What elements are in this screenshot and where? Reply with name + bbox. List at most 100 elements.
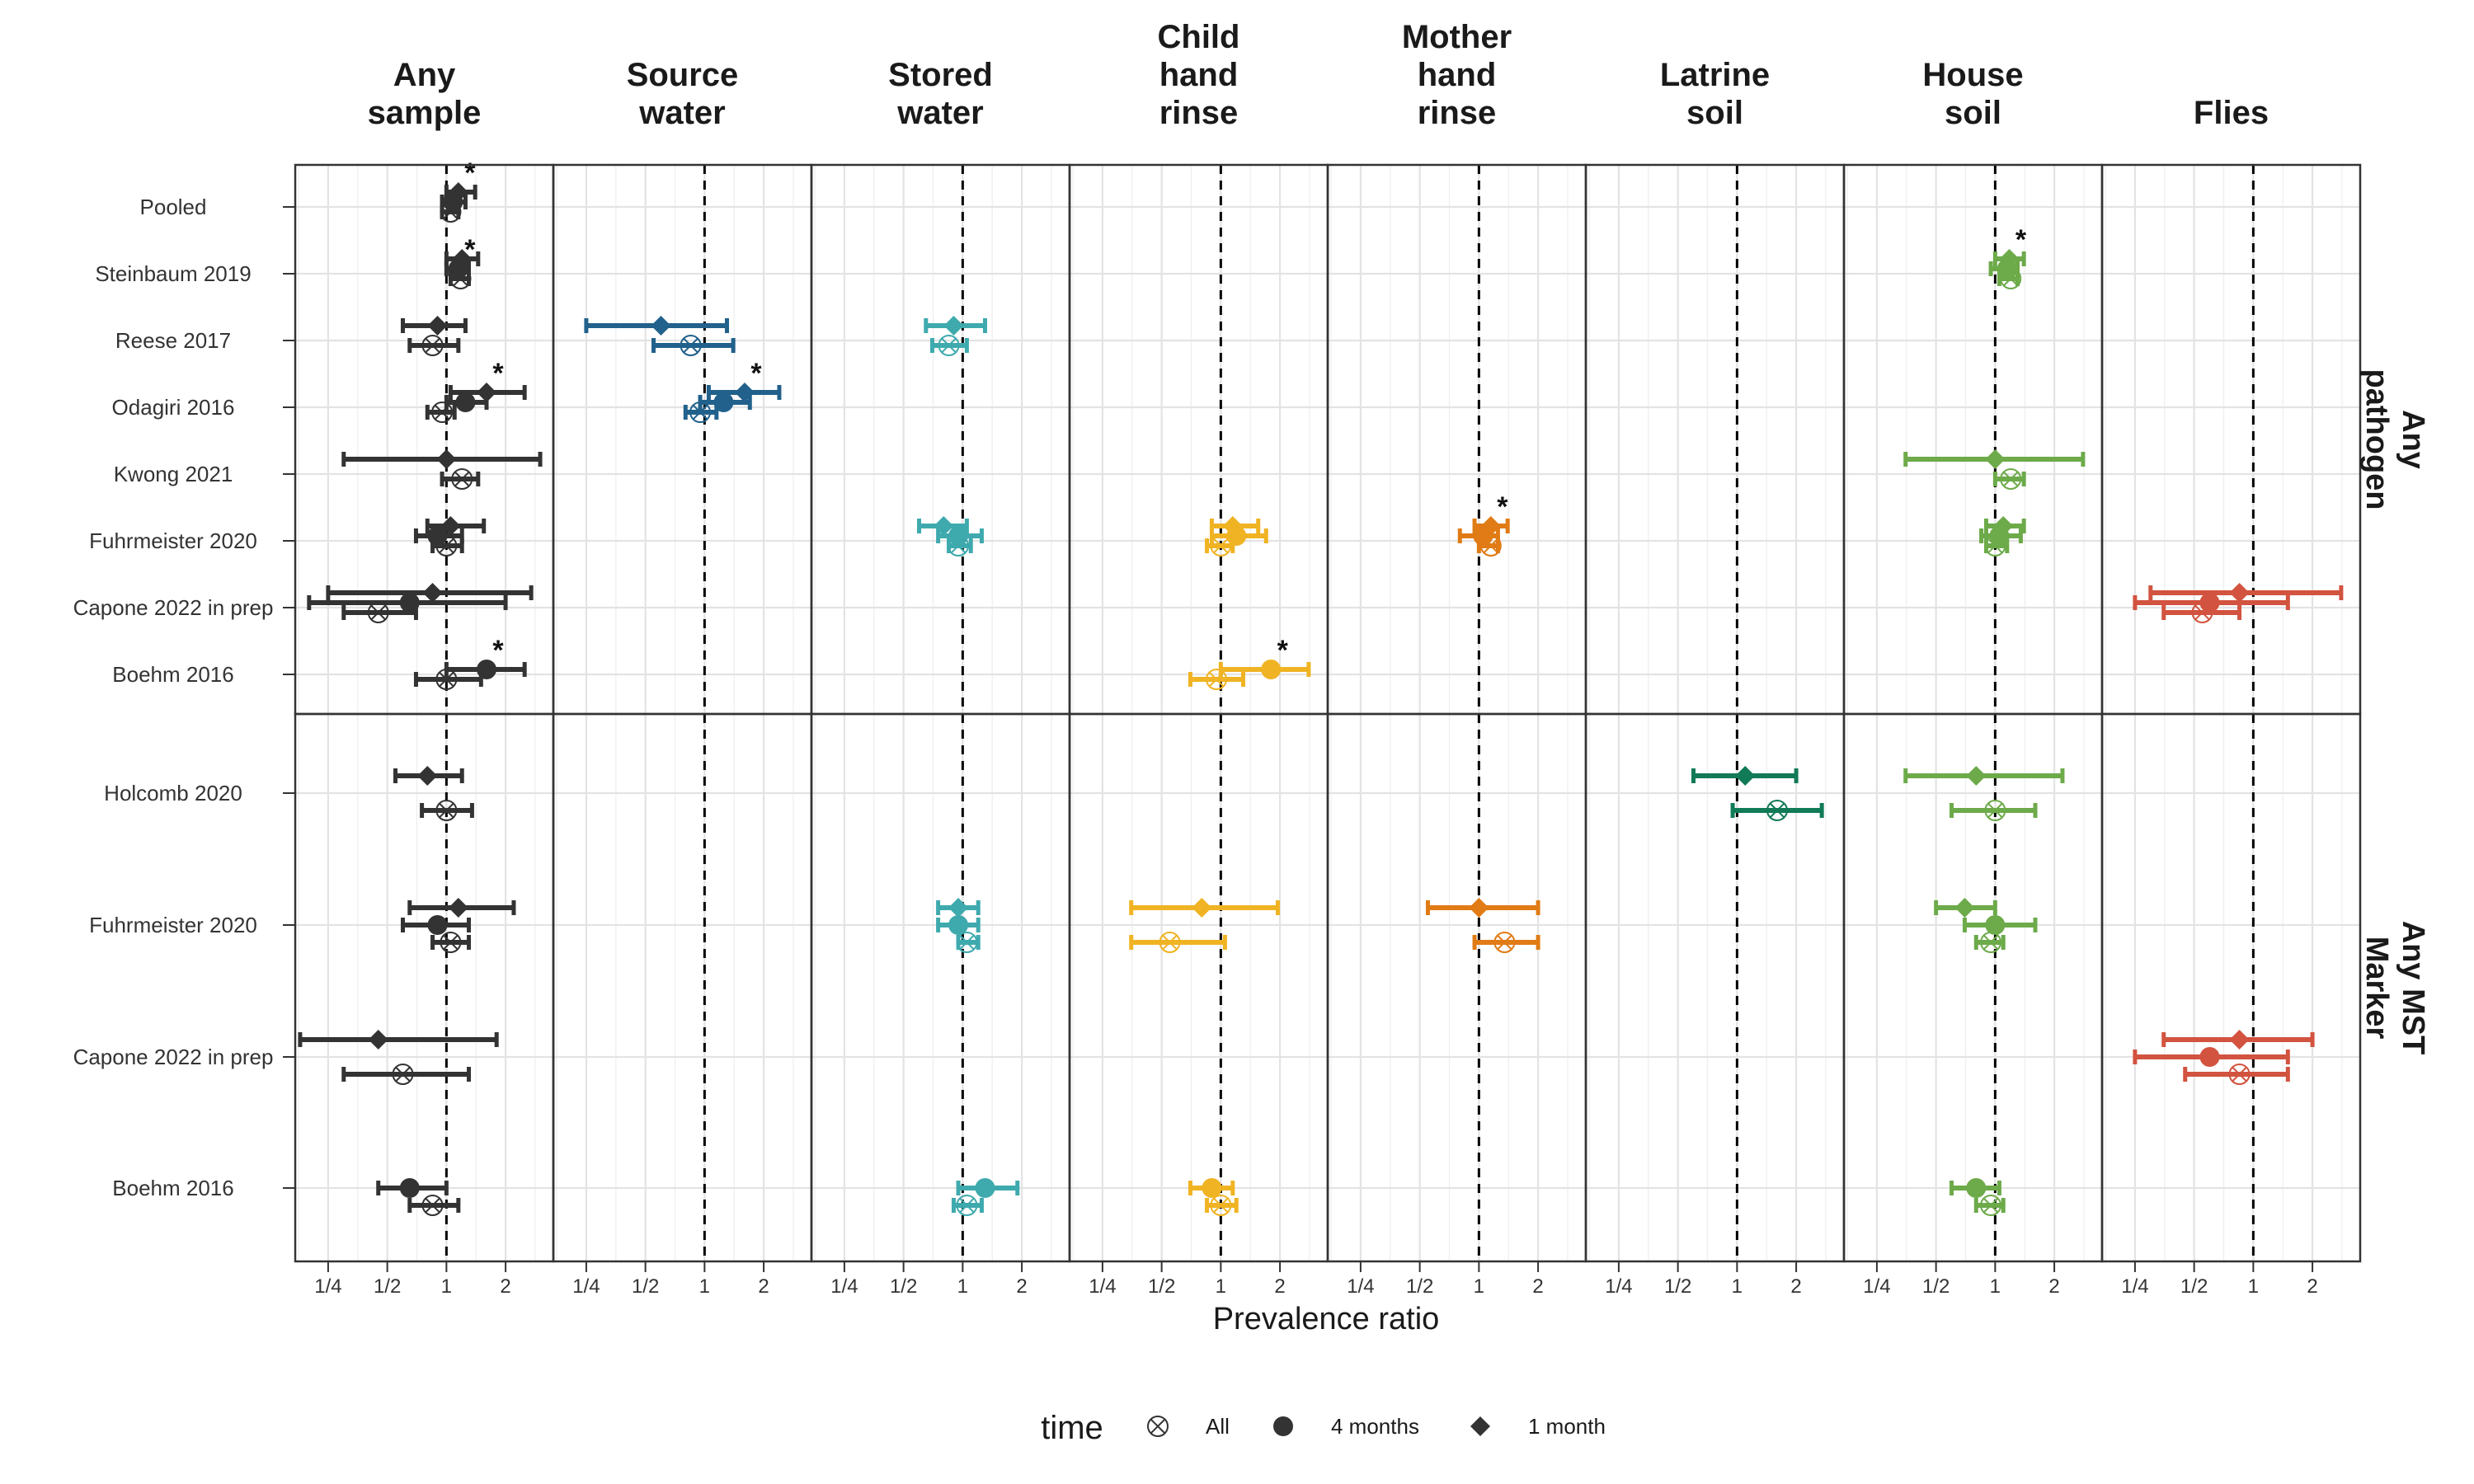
study-label: Fuhrmeister 2020 <box>89 528 257 553</box>
point-marker-ring <box>440 932 462 953</box>
point-marker-cross-b <box>425 337 440 354</box>
legend-label: 4 months <box>1331 1414 1419 1439</box>
significance-star: * <box>2015 224 2027 256</box>
panel-frame <box>2100 712 2362 1263</box>
column-title-mother: rinse <box>1418 95 1497 131</box>
point-marker-ring <box>435 800 458 821</box>
significance-star: * <box>1497 491 1508 523</box>
point-marker-cross-b <box>370 604 386 621</box>
column-title-flies: Flies <box>2194 95 2269 131</box>
estimate-any-All <box>407 335 461 356</box>
estimate-any-All <box>407 1195 461 1216</box>
column-title-latrine: Latrine <box>1660 57 1770 93</box>
point-marker-ring <box>440 201 462 223</box>
legend-title: time <box>1041 1410 1103 1446</box>
point-marker-cross-b <box>683 337 698 354</box>
estimate-source-4-months <box>698 392 752 412</box>
estimate-child-All <box>1205 1195 1239 1216</box>
estimate-any-1-month: * <box>448 358 527 402</box>
point-marker <box>689 402 712 423</box>
point-marker-cross-b <box>1162 934 1178 951</box>
study-label: Holcomb 2020 <box>104 781 242 805</box>
point-marker-cross-b <box>443 204 459 220</box>
estimate-any-All <box>341 1064 472 1085</box>
point-marker-cross-b <box>950 538 967 554</box>
estimate-any-4-months <box>444 392 489 412</box>
point-marker <box>713 392 734 412</box>
point-marker <box>2228 1064 2251 1085</box>
study-label: Capone 2022 in prep <box>73 595 274 620</box>
row-strip-label: Any MST <box>2396 921 2430 1055</box>
significance-star: * <box>1277 635 1289 666</box>
column-title-mother: Mother <box>1402 19 1512 55</box>
estimate-stored-All <box>929 335 969 356</box>
point-marker-cross-b <box>425 1197 440 1214</box>
x-axis-title: Prevalence ratio <box>1213 1302 1440 1336</box>
point-marker <box>651 316 671 336</box>
point-marker <box>943 316 964 336</box>
study-label: Steinbaum 2019 <box>95 261 251 286</box>
point-marker-cross-b <box>1483 538 1499 554</box>
x-tick-label: 1/2 <box>1922 1275 1950 1298</box>
x-tick-label: 1/4 <box>2121 1275 2148 1298</box>
x-tick-label: 1/2 <box>890 1275 917 1298</box>
point-marker <box>1966 766 1987 786</box>
estimate-stored-1-month <box>924 316 988 336</box>
legend-entry: 1 month <box>1470 1414 1606 1439</box>
column-title-house: soil <box>1945 95 2001 131</box>
estimate-any-All <box>440 201 462 223</box>
estimate-any-All <box>341 602 418 623</box>
estimate-child-All <box>1188 669 1246 690</box>
row-strip-label: pathogen <box>2359 369 2394 510</box>
estimate-any-All <box>430 932 472 953</box>
estimate-mother-1-month <box>1425 898 1540 918</box>
x-tick-label: 1 <box>2248 1275 2259 1298</box>
column-title-house: House <box>1922 57 2023 93</box>
estimate-child-4-months: * <box>1218 635 1311 679</box>
point-marker-cross-b <box>439 538 454 554</box>
point-marker-cross-b <box>2003 270 2019 287</box>
point-marker <box>436 449 457 469</box>
point-marker-ring <box>1984 800 2006 821</box>
x-tick-label: 1 <box>441 1275 452 1298</box>
estimate-any-4-months <box>376 1178 449 1198</box>
estimate-any-1-month <box>401 316 468 336</box>
point-marker <box>1159 932 1181 953</box>
x-tick-label: 1/2 <box>2180 1275 2208 1298</box>
estimate-house-All <box>1983 535 2010 556</box>
point-marker <box>1985 449 2006 469</box>
estimate-stored-All <box>947 535 973 556</box>
point-marker-ring <box>2000 268 2022 289</box>
estimate-house-1-month <box>1934 898 1997 918</box>
x-tick-label: 1/4 <box>1347 1275 1374 1298</box>
significance-star: * <box>750 358 762 389</box>
row-strip-label: Any <box>2396 410 2430 469</box>
point-marker <box>2000 468 2022 490</box>
x-tick-label: 1/2 <box>1406 1275 1433 1298</box>
estimate-any-1-month <box>407 898 516 918</box>
point-marker-ring <box>1766 800 1788 821</box>
point-marker-ring <box>392 1064 414 1085</box>
point-marker-cross-b <box>959 934 975 951</box>
point-marker-cross-b <box>692 404 708 420</box>
point-marker-cross-b <box>439 671 454 688</box>
point-marker <box>1980 932 2002 953</box>
point-marker <box>1261 660 1282 679</box>
point-marker <box>476 383 496 402</box>
x-tick-label: 1 <box>1216 1275 1226 1298</box>
point-marker-cross-b <box>1213 1197 1229 1214</box>
legend-entry: 4 months <box>1273 1414 1419 1439</box>
point-marker-cross-b <box>453 270 468 287</box>
x-tick-label: 1/2 <box>632 1275 659 1298</box>
significance-star: * <box>464 234 476 265</box>
legend-label: 1 month <box>1528 1414 1606 1439</box>
point-marker-cross-b <box>2003 471 2019 487</box>
point-marker-ring <box>1980 1195 2002 1216</box>
point-marker-ring <box>1984 535 2006 556</box>
significance-star: * <box>492 635 504 666</box>
point-marker <box>431 402 454 423</box>
x-tick-label: 1 <box>1990 1275 2001 1298</box>
column-title-child: rinse <box>1159 95 1239 131</box>
point-marker <box>2199 593 2220 613</box>
